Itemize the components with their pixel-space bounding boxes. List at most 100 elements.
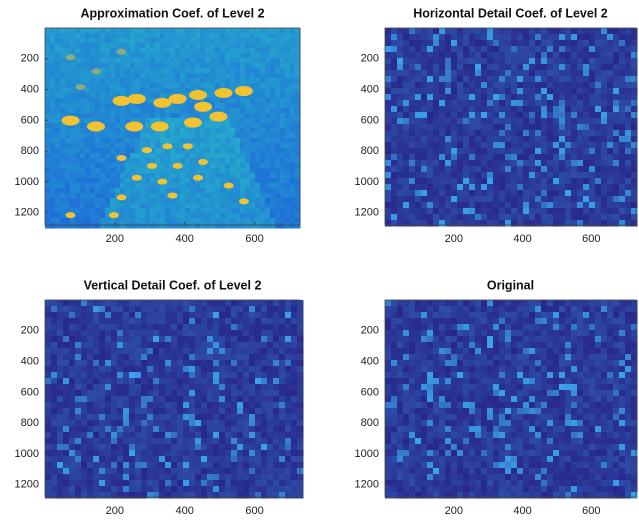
image-cell xyxy=(175,173,181,179)
image-cell xyxy=(607,118,614,125)
image-cell xyxy=(535,148,542,155)
image-cell xyxy=(607,220,614,227)
image-cell xyxy=(290,33,296,39)
image-cell xyxy=(90,28,96,34)
image-cell xyxy=(541,106,548,113)
image-cell xyxy=(250,28,256,34)
image-cell xyxy=(219,306,226,313)
image-cell xyxy=(183,432,190,439)
image-cell xyxy=(559,124,566,131)
image-cell xyxy=(80,118,86,124)
image-cell xyxy=(439,34,446,41)
image-cell xyxy=(81,402,88,409)
image-cell xyxy=(385,154,392,161)
image-cell xyxy=(577,70,584,77)
image-cell xyxy=(290,208,296,214)
image-cell xyxy=(265,68,271,74)
image-cell xyxy=(87,492,94,499)
image-cell xyxy=(265,143,271,149)
image-cell xyxy=(175,38,181,44)
image-cell xyxy=(159,348,166,355)
image-cell xyxy=(235,163,241,169)
image-cell xyxy=(80,113,86,119)
image-cell xyxy=(80,103,86,109)
image-cell xyxy=(451,178,458,185)
image-cell xyxy=(511,130,518,137)
image-cell xyxy=(75,474,82,481)
image-cell xyxy=(445,88,452,95)
image-cell xyxy=(230,218,236,224)
image-cell xyxy=(267,438,274,445)
image-cell xyxy=(129,408,136,415)
image-cell xyxy=(279,468,286,475)
image-cell xyxy=(185,33,191,39)
image-cell xyxy=(183,348,190,355)
image-cell xyxy=(57,408,64,415)
image-cell xyxy=(397,94,404,101)
image-cell xyxy=(195,420,202,427)
image-cell xyxy=(285,158,291,164)
image-cell xyxy=(391,220,398,227)
image-cell xyxy=(85,73,91,79)
image-cell xyxy=(511,28,518,35)
image-cell xyxy=(63,474,70,481)
image-cell xyxy=(260,118,266,124)
image-cell xyxy=(183,354,190,361)
image-cell xyxy=(463,100,470,107)
image-cell xyxy=(571,46,578,53)
image-cell xyxy=(45,324,52,331)
image-cell xyxy=(160,88,166,94)
image-cell xyxy=(153,438,160,445)
image-cell xyxy=(105,324,112,331)
image-cell xyxy=(589,34,596,41)
image-cell xyxy=(215,178,221,184)
image-cell xyxy=(135,312,142,319)
image-cell xyxy=(155,33,161,39)
image-cell xyxy=(210,198,216,204)
image-cell xyxy=(613,34,620,41)
image-cell xyxy=(439,214,446,221)
image-cell xyxy=(487,28,494,35)
image-cell xyxy=(190,43,196,49)
image-cell xyxy=(601,40,608,47)
image-cell xyxy=(469,190,476,197)
image-cell xyxy=(195,68,201,74)
image-cell xyxy=(140,73,146,79)
image-cell xyxy=(260,33,266,39)
image-cell xyxy=(180,193,186,199)
image-cell xyxy=(607,142,614,149)
image-cell xyxy=(523,88,530,95)
image-cell xyxy=(397,64,404,71)
image-cell xyxy=(200,113,206,119)
image-cell xyxy=(270,108,276,114)
image-cell xyxy=(433,306,440,313)
image-blob xyxy=(125,122,143,132)
image-cell xyxy=(280,118,286,124)
image-cell xyxy=(613,142,620,149)
image-cell xyxy=(80,163,86,169)
image-cell xyxy=(95,88,101,94)
image-cell xyxy=(255,138,261,144)
image-cell xyxy=(175,198,181,204)
image-cell xyxy=(270,88,276,94)
image-cell xyxy=(433,184,440,191)
image-cell xyxy=(280,28,286,34)
image-cell xyxy=(129,468,136,475)
image-cell xyxy=(469,76,476,83)
image-blob xyxy=(87,122,105,132)
image-cell xyxy=(463,160,470,167)
image-cell xyxy=(439,142,446,149)
image-cell xyxy=(75,28,81,34)
image-cell xyxy=(403,136,410,143)
image-cell xyxy=(110,78,116,84)
image-cell xyxy=(391,208,398,215)
image-cell xyxy=(291,426,298,433)
image-cell xyxy=(469,70,476,77)
image-cell xyxy=(147,486,154,493)
image-cell xyxy=(250,178,256,184)
image-cell xyxy=(493,202,500,209)
image-cell xyxy=(391,82,398,89)
image-cell xyxy=(160,73,166,79)
image-cell xyxy=(165,43,171,49)
image-cell xyxy=(213,390,220,397)
